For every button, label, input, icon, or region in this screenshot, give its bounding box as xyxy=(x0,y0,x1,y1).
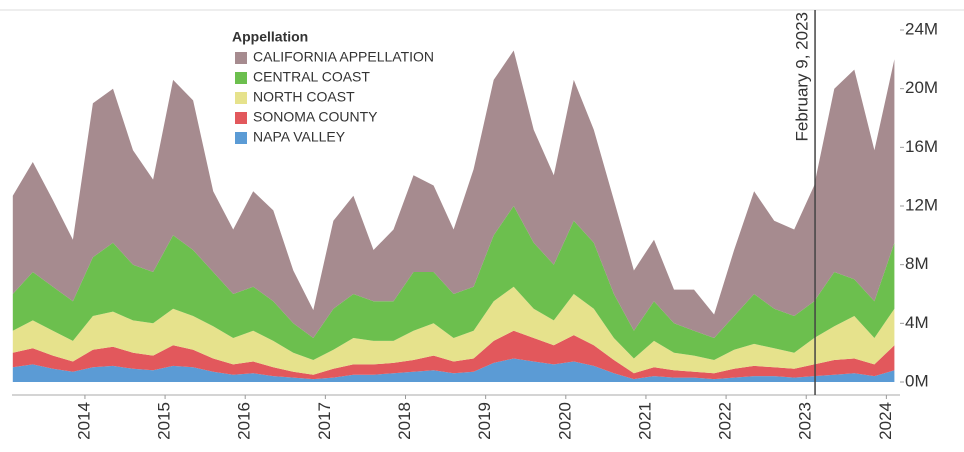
y-tick-label: 16M xyxy=(905,137,938,156)
legend-swatch xyxy=(235,72,247,84)
x-tick-label: 2024 xyxy=(876,402,895,440)
x-tick-label: 2016 xyxy=(235,402,254,440)
legend-label: NORTH COAST xyxy=(253,89,355,105)
area xyxy=(12,330,895,380)
y-tick-label: 12M xyxy=(905,195,938,214)
y-tick-label: 8M xyxy=(905,254,929,273)
area xyxy=(12,358,895,382)
legend-title: Appellation xyxy=(232,29,308,45)
y-tick-label: 4M xyxy=(905,313,929,332)
y-tick-label: 20M xyxy=(905,78,938,97)
legend-label: SONOMA COUNTY xyxy=(253,109,378,125)
x-tick-label: 2014 xyxy=(74,402,93,440)
legend-swatch xyxy=(235,132,247,144)
legend-label: CENTRAL COAST xyxy=(253,69,370,85)
legend-label: CALIFORNIA APPELLATION xyxy=(253,49,434,65)
legend-swatch xyxy=(235,92,247,104)
x-tick-label: 2020 xyxy=(555,402,574,440)
y-tick-label: 24M xyxy=(905,19,938,38)
areas xyxy=(12,50,895,382)
x-tick-label: 2019 xyxy=(475,402,494,440)
x-tick-label: 2018 xyxy=(395,402,414,440)
legend-swatch xyxy=(235,112,247,124)
legend-label: NAPA VALLEY xyxy=(253,129,346,145)
x-tick-label: 2023 xyxy=(796,402,815,440)
x-tick-label: 2022 xyxy=(716,402,735,440)
legend: Appellation CALIFORNIA APPELLATION CENTRA… xyxy=(232,29,434,145)
annotation-text: February 9, 2023 xyxy=(793,12,812,141)
x-tick-label: 2021 xyxy=(635,402,654,440)
x-tick-label: 2015 xyxy=(155,402,174,440)
area xyxy=(12,50,895,338)
legend-swatch xyxy=(235,52,247,64)
y-tick-label: 0M xyxy=(905,371,929,390)
x-tick-label: 2017 xyxy=(315,402,334,440)
area xyxy=(12,206,895,360)
